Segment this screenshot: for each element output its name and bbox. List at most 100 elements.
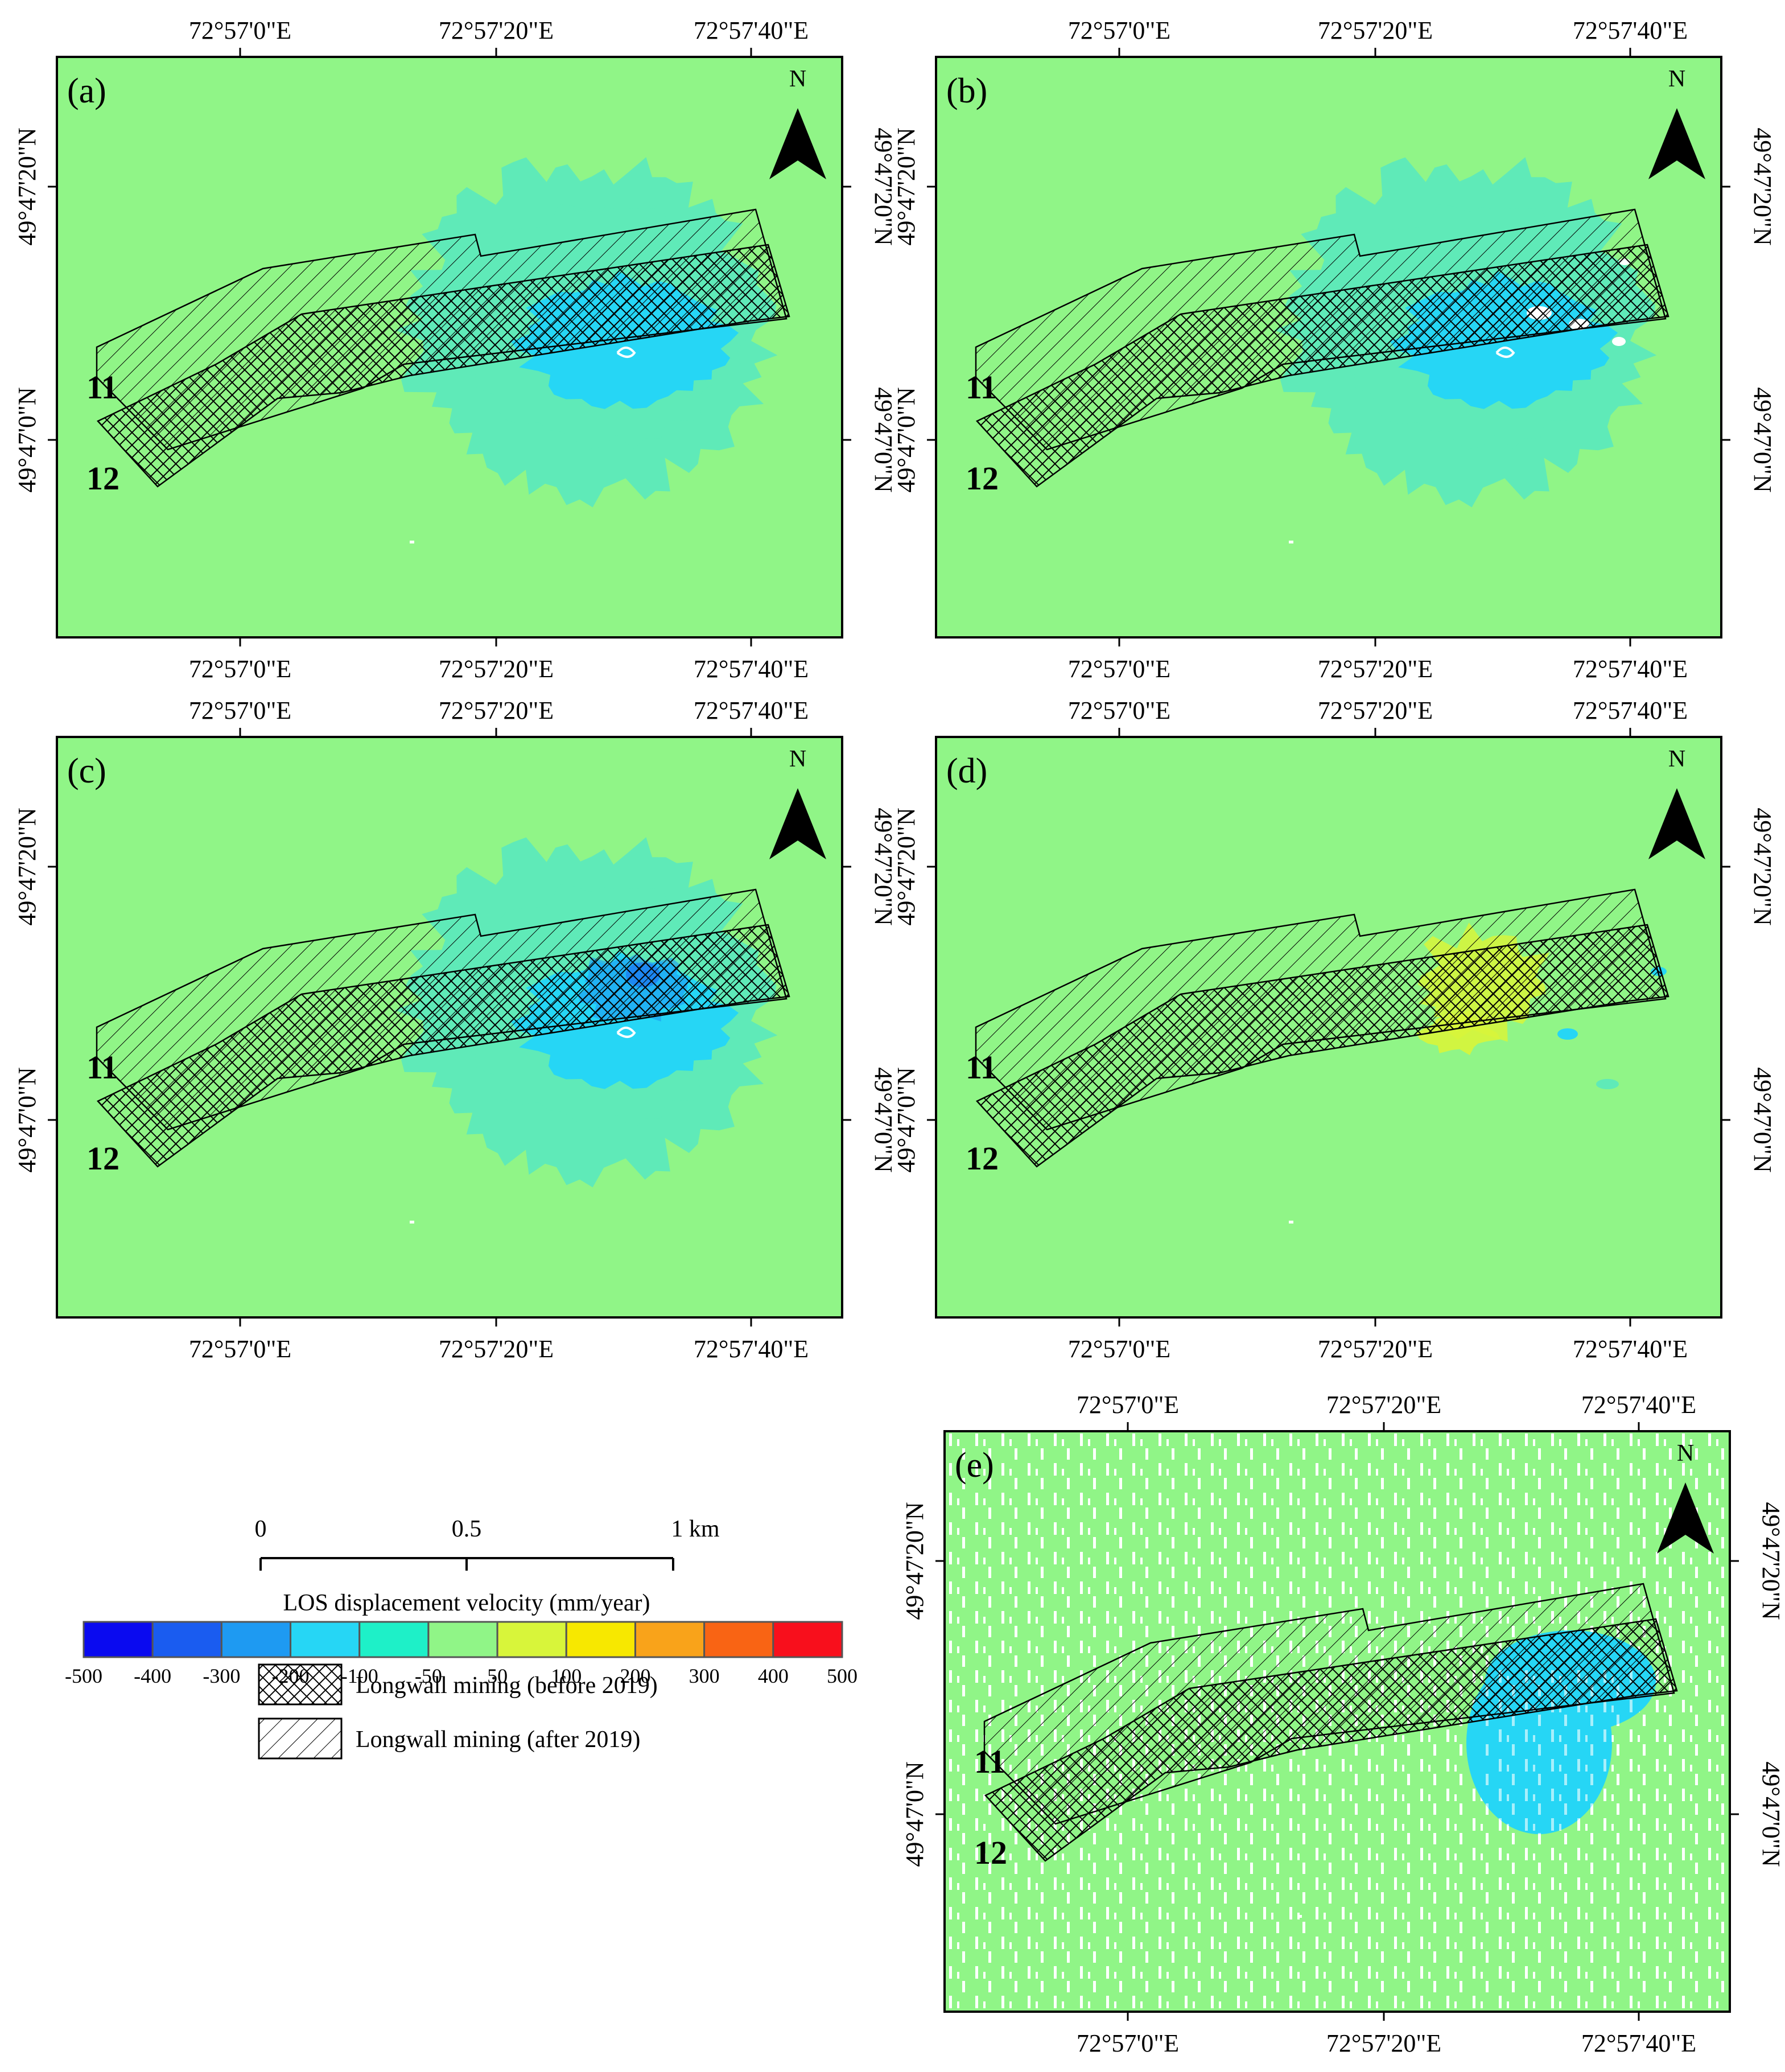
lon-label-top: 72°57'20"E xyxy=(439,17,554,44)
north-label: N xyxy=(789,66,806,92)
longwall-11-after-2019 xyxy=(96,208,788,451)
lon-label-bottom: 72°57'20"E xyxy=(439,1335,554,1363)
diagonal-swatch xyxy=(258,1717,343,1760)
lat-label-right: 49°47'20"N xyxy=(1757,1502,1785,1620)
legend-title: LOS displacement velocity (mm/year) xyxy=(283,1590,650,1616)
longwall-label-12: 12 xyxy=(966,1140,999,1177)
lon-label-bottom: 72°57'40"E xyxy=(1573,655,1688,683)
map-panel-e: (e) N 11 12 72°57'0"E 72°57'0"E 72°57'20"E 72°5… xyxy=(901,1391,1785,2057)
longwall-11-after-2019 xyxy=(975,208,1667,451)
lat-label-right: 49°47'20"N xyxy=(1749,127,1776,245)
legend: 0 0.5 1 km LOS displacement velocity (mm… xyxy=(65,1516,858,1760)
color-class-3 xyxy=(290,1621,361,1658)
color-break-label: 300 xyxy=(689,1665,720,1687)
north-arrow-icon: N xyxy=(769,66,826,179)
longwall-label-11: 11 xyxy=(966,369,997,406)
color-break-label: 500 xyxy=(827,1665,858,1687)
color-class-6 xyxy=(496,1621,567,1658)
lon-label-bottom: 72°57'20"E xyxy=(1318,1335,1433,1363)
longwall-label-11: 11 xyxy=(966,1049,997,1086)
longwall-11-after-2019 xyxy=(96,888,788,1131)
lon-label-bottom: 72°57'0"E xyxy=(1077,2029,1179,2057)
lon-label-top: 72°57'40"E xyxy=(1581,1391,1696,1419)
north-label: N xyxy=(1677,1440,1694,1467)
lat-label-right: 49°47'0"N xyxy=(1749,387,1776,492)
panel-label: (a) xyxy=(67,72,106,110)
lon-label-top: 72°57'20"E xyxy=(1326,1391,1441,1419)
north-label: N xyxy=(789,746,806,772)
lon-label-bottom: 72°57'40"E xyxy=(694,655,809,683)
color-break-label: 400 xyxy=(758,1665,789,1687)
color-class-8 xyxy=(634,1621,706,1658)
panel-label: (b) xyxy=(946,72,987,110)
lon-label-top: 72°57'20"E xyxy=(439,697,554,724)
lon-label-bottom: 72°57'0"E xyxy=(189,655,291,683)
legend-label-before-2019: Longwall mining (before 2019) xyxy=(356,1673,658,1699)
panel-label: (c) xyxy=(67,752,106,790)
color-class-9 xyxy=(703,1621,774,1658)
lat-label-left: 49°47'0"N xyxy=(13,387,41,492)
color-class-7 xyxy=(565,1621,636,1658)
lon-label-bottom: 72°57'0"E xyxy=(189,1335,291,1363)
north-arrow-icon: N xyxy=(1648,746,1705,859)
map-panel-d: (d) N 11 12 72°57'0"E 72°57'0"E 72°57'20"E 72°5… xyxy=(892,697,1776,1363)
lon-label-bottom: 72°57'40"E xyxy=(1581,2029,1696,2057)
legend-label-after-2019: Longwall mining (after 2019) xyxy=(356,1727,640,1753)
map-frame xyxy=(935,736,1722,1319)
lon-label-top: 72°57'0"E xyxy=(1068,697,1170,724)
color-break-label: -400 xyxy=(134,1665,171,1687)
lat-label-left: 49°47'0"N xyxy=(892,1067,920,1172)
scale-tick-half: 0.5 xyxy=(452,1516,482,1542)
longwall-label-12: 12 xyxy=(86,460,119,497)
color-break-label: -500 xyxy=(65,1665,102,1687)
color-break-label: 100 xyxy=(551,1665,582,1687)
color-class-0 xyxy=(83,1621,154,1658)
longwall-11-after-2019 xyxy=(983,1583,1675,1825)
lat-label-right: 49°47'0"N xyxy=(869,387,897,492)
panel-label: (e) xyxy=(955,1446,994,1485)
north-arrow-icon: N xyxy=(1648,66,1705,179)
map-panel-a: (a) N 11 12 72°57'0"E 72°57'0"E 72°57'20"E 72°5… xyxy=(13,17,897,683)
lon-label-top: 72°57'0"E xyxy=(1068,17,1170,44)
lon-label-top: 72°57'40"E xyxy=(1573,17,1688,44)
north-label: N xyxy=(1668,66,1685,92)
lat-label-right: 49°47'0"N xyxy=(1757,1761,1785,1867)
color-break-label: -100 xyxy=(341,1665,378,1687)
lat-label-left: 49°47'0"N xyxy=(892,387,920,492)
lat-label-right: 49°47'0"N xyxy=(1749,1067,1776,1172)
lat-label-left: 49°47'20"N xyxy=(13,127,41,245)
legend-item-before-2019: Longwall mining (before 2019) xyxy=(258,1663,658,1706)
lon-label-top: 72°57'0"E xyxy=(1077,1391,1179,1419)
color-break-label: 200 xyxy=(620,1665,650,1687)
color-class-4 xyxy=(358,1621,430,1658)
lat-label-left: 49°47'20"N xyxy=(13,808,41,925)
color-class-1 xyxy=(151,1621,222,1658)
lon-label-bottom: 72°57'0"E xyxy=(1068,1335,1170,1363)
color-break-label: -300 xyxy=(203,1665,240,1687)
longwall-label-12: 12 xyxy=(86,1140,119,1177)
north-arrow-icon: N xyxy=(1657,1440,1714,1554)
longwall-label-11: 11 xyxy=(86,1049,118,1086)
lon-label-top: 72°57'20"E xyxy=(1318,697,1433,724)
color-class-5 xyxy=(427,1621,498,1658)
lat-label-left: 49°47'0"N xyxy=(901,1761,929,1867)
longwall-label-12: 12 xyxy=(966,460,999,497)
scale-end-label: 1 km xyxy=(671,1516,720,1542)
map-frame xyxy=(56,56,843,639)
lat-label-right: 49°47'20"N xyxy=(869,808,897,925)
longwall-label-11: 11 xyxy=(86,369,118,406)
crosshatch-swatch xyxy=(258,1663,343,1706)
lat-label-left: 49°47'20"N xyxy=(892,808,920,925)
lon-label-top: 72°57'20"E xyxy=(1318,17,1433,44)
map-panel-b: (b) N 11 12 72°57'0"E 72°57'0"E 72°57'20"E 72°5… xyxy=(892,17,1776,683)
north-label: N xyxy=(1668,746,1685,772)
lon-label-top: 72°57'40"E xyxy=(1573,697,1688,724)
lon-label-top: 72°57'40"E xyxy=(694,697,809,724)
lat-label-right: 49°47'20"N xyxy=(869,127,897,245)
lon-label-top: 72°57'0"E xyxy=(189,17,291,44)
color-class-10 xyxy=(772,1621,843,1658)
lon-label-bottom: 72°57'40"E xyxy=(694,1335,809,1363)
lat-label-left: 49°47'20"N xyxy=(892,127,920,245)
longwall-label-11: 11 xyxy=(974,1743,1005,1780)
